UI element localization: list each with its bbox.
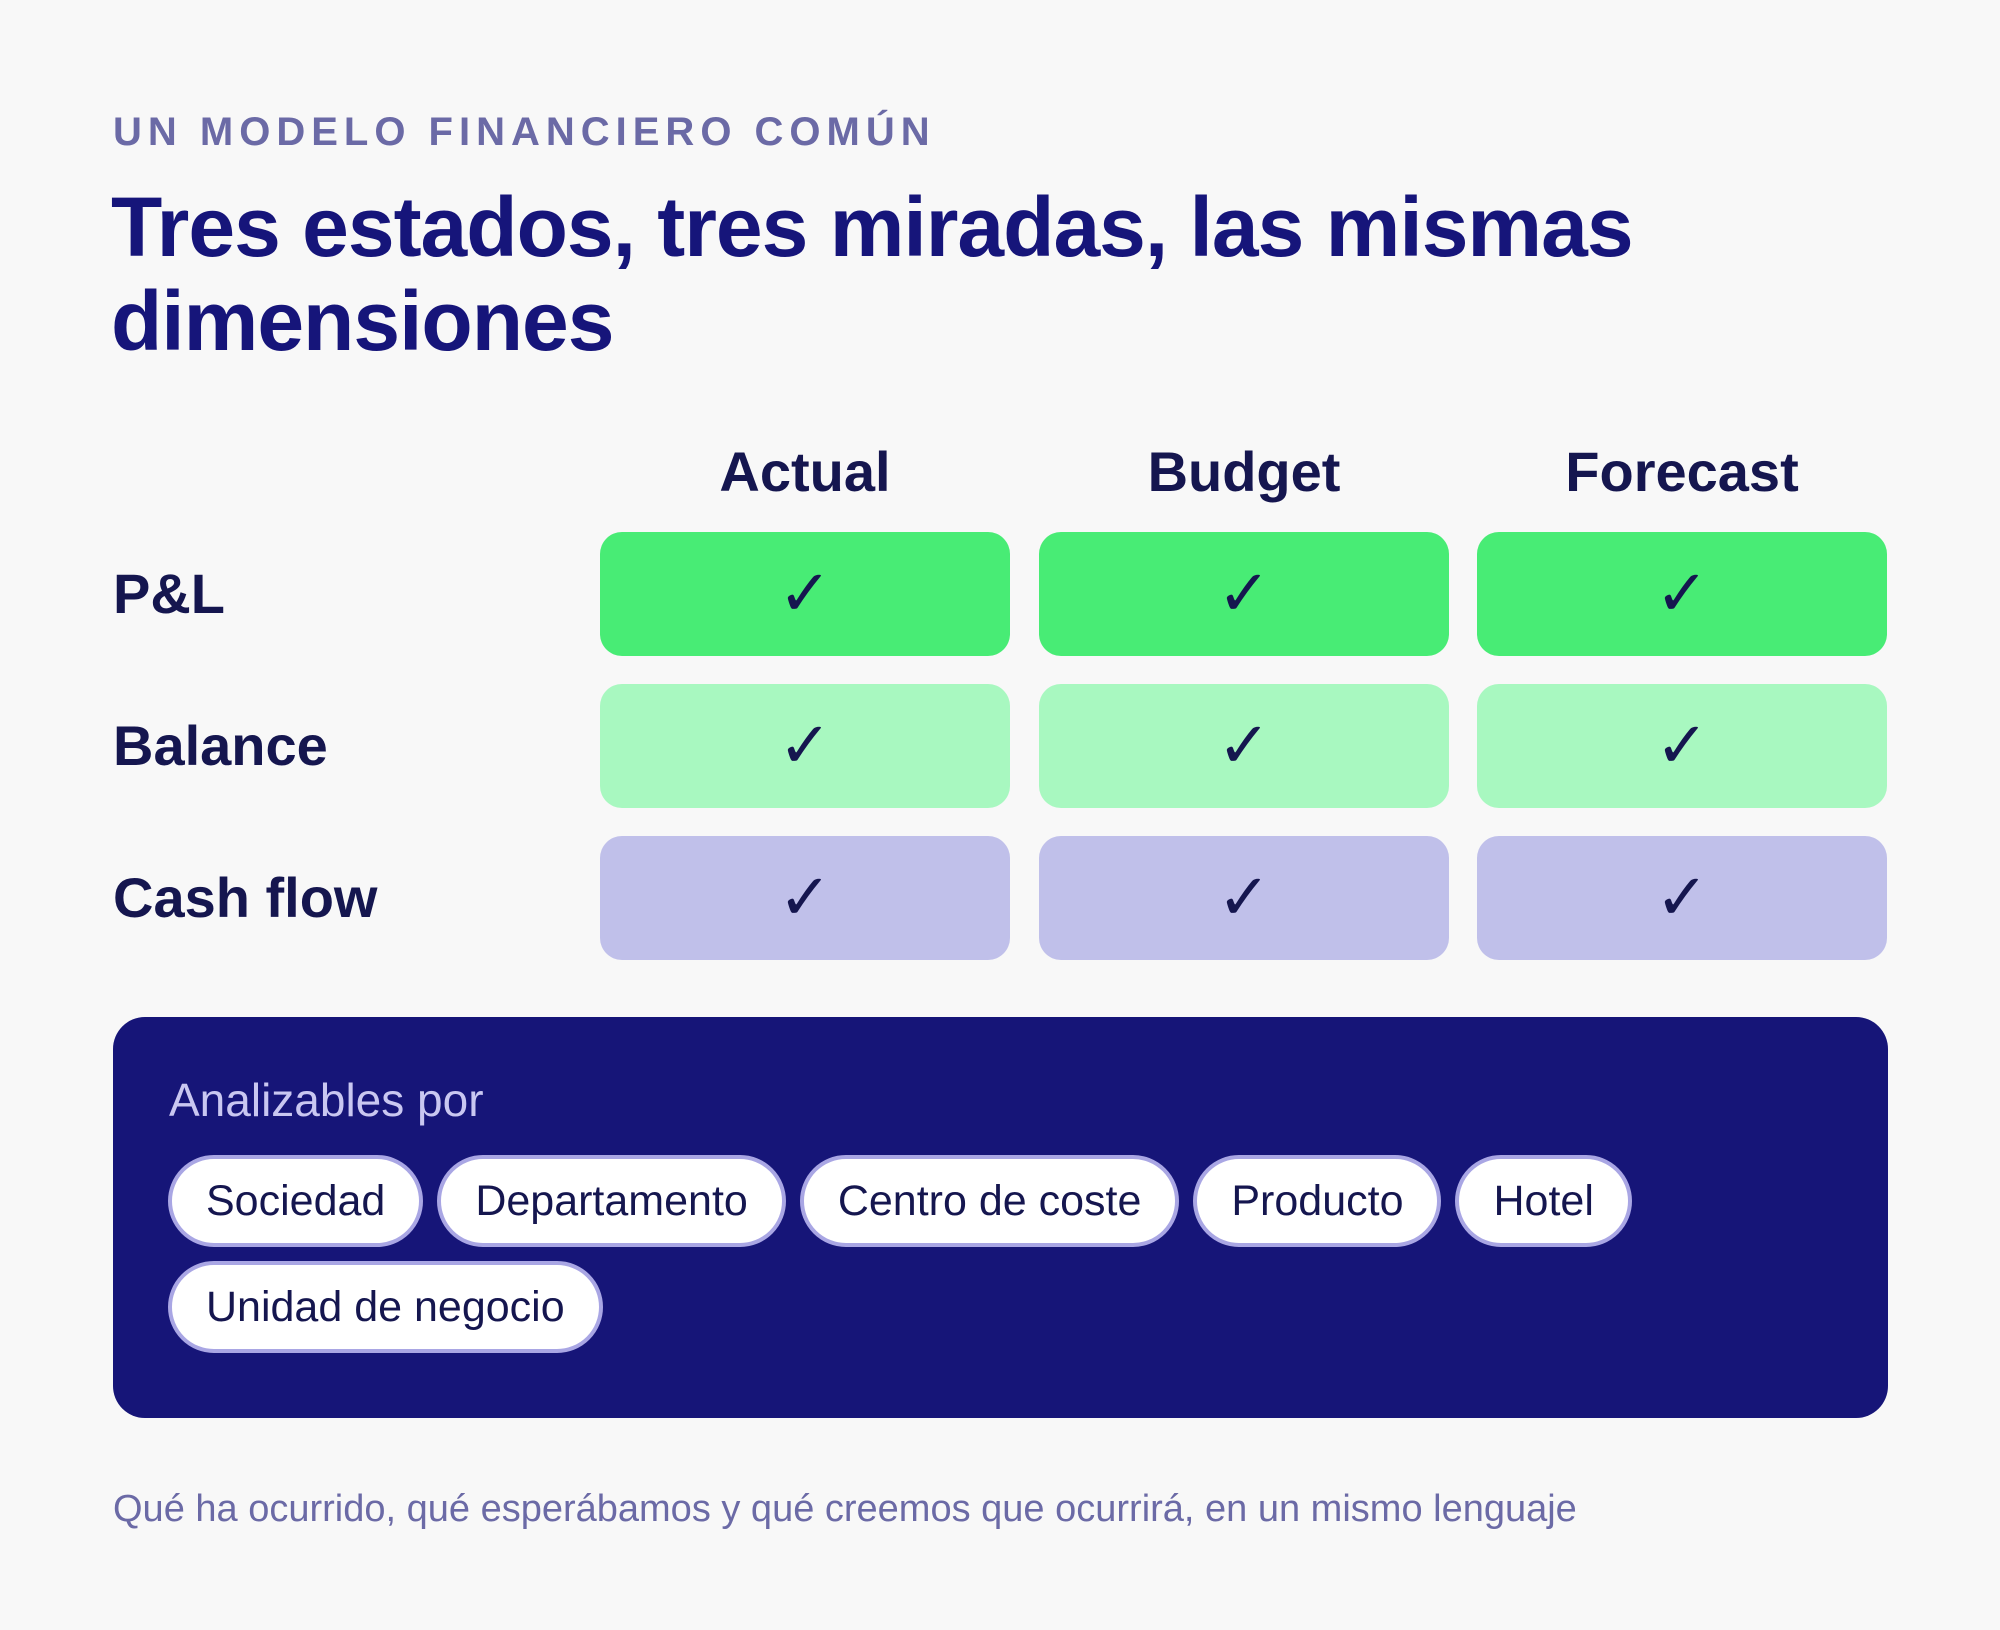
cell-balance-budget: ✓ [1039,684,1449,808]
checkmark-icon: ✓ [1217,557,1271,631]
column-header-forecast: Forecast [1565,440,1799,503]
checkmark-icon: ✓ [1655,861,1709,935]
checkmark-icon: ✓ [778,709,832,783]
cell-balance-actual: ✓ [600,684,1010,808]
checkmark-icon: ✓ [1655,557,1709,631]
row-header-balance: Balance [113,714,328,777]
checkmark-icon: ✓ [1217,709,1271,783]
chip-unidad-de-negocio: Unidad de negocio [168,1261,603,1353]
cell-pl-forecast: ✓ [1477,532,1887,656]
column-header-budget: Budget [1147,440,1341,503]
cell-cash-flow-actual: ✓ [600,836,1010,960]
chip-departamento: Departamento [437,1155,786,1247]
cell-cash-flow-budget: ✓ [1039,836,1449,960]
cell-cash-flow-forecast: ✓ [1477,836,1887,960]
cell-balance-forecast: ✓ [1477,684,1887,808]
chip-producto: Producto [1193,1155,1442,1247]
row-header-cash-flow: Cash flow [113,866,378,929]
dimensions-label: Analizables por [169,1074,484,1126]
cell-pl-actual: ✓ [600,532,1010,656]
dimension-chip-list: Sociedad Departamento Centro de coste Pr… [168,1155,1768,1353]
checkmark-icon: ✓ [1655,709,1709,783]
checkmark-icon: ✓ [778,861,832,935]
footnote: Qué ha ocurrido, qué esperábamos y qué c… [113,1488,1577,1530]
column-header-actual: Actual [719,440,891,503]
checkmark-icon: ✓ [778,557,832,631]
cell-pl-budget: ✓ [1039,532,1449,656]
page-title: Tres estados, tres miradas, las mismas d… [111,180,1634,368]
eyebrow-label: UN MODELO FINANCIERO COMÚN [113,110,936,154]
row-header-pl: P&L [113,562,225,625]
chip-hotel: Hotel [1455,1155,1632,1247]
chip-centro-de-coste: Centro de coste [799,1155,1180,1247]
chip-sociedad: Sociedad [168,1155,424,1247]
checkmark-icon: ✓ [1217,861,1271,935]
dimensions-panel: Analizables por Sociedad Departamento Ce… [113,1017,1888,1418]
